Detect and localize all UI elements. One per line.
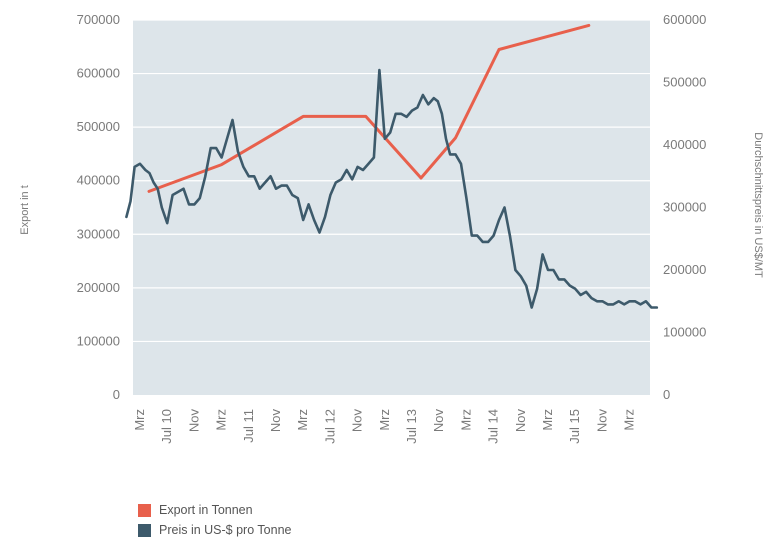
x-tick-label: Nov — [268, 409, 283, 433]
right-tick-label: 400000 — [663, 137, 706, 152]
left-tick-label: 0 — [113, 387, 120, 402]
left-tick-label: 700000 — [77, 12, 120, 27]
left-tick-label: 400000 — [77, 173, 120, 188]
legend-item-price: Preis in US-$ pro Tonne — [138, 520, 291, 540]
legend-swatch-price — [138, 523, 151, 537]
right-tick-label: 600000 — [663, 12, 706, 27]
x-tick-label: Mrz — [377, 409, 392, 431]
left-axis-ticks: 0 100000 200000 300000 400000 500000 600000 700… — [77, 12, 120, 402]
legend-label-price: Preis in US-$ pro Tonne — [159, 523, 292, 537]
right-axis-title: Durchschnittspreis in US$/MT — [752, 132, 764, 278]
x-tick-label: Jul 14 — [486, 409, 501, 444]
x-tick-label: Nov — [186, 409, 201, 433]
series-line-export — [147, 23, 591, 193]
right-tick-label: 100000 — [663, 325, 706, 340]
right-tick-label: 0 — [663, 387, 670, 402]
x-tick-label: Jul 13 — [404, 409, 419, 444]
right-tick-label: 200000 — [663, 262, 706, 277]
left-tick-label: 200000 — [77, 280, 120, 295]
right-tick-label: 300000 — [663, 200, 706, 215]
legend-label-export: Export in Tonnen — [159, 503, 253, 517]
x-tick-label: Nov — [350, 409, 365, 433]
x-tick-label: Jul 11 — [241, 409, 256, 443]
x-tick-label: Jul 15 — [567, 409, 582, 444]
left-tick-label: 600000 — [77, 66, 120, 81]
plot-area — [133, 20, 650, 395]
x-tick-label: Mrz — [214, 409, 229, 431]
right-tick-label: 500000 — [663, 75, 706, 90]
x-tick-label: Mrz — [132, 409, 147, 431]
left-tick-label: 100000 — [77, 333, 120, 348]
x-axis-ticks: Mrz Jul 10 Nov Mrz Jul 11 Nov Mrz Jul 12 Nov Mrz J… — [132, 409, 637, 444]
legend-item-export: Export in Tonnen — [138, 500, 291, 520]
x-tick-label: Jul 12 — [322, 409, 337, 444]
legend-swatch-export — [138, 503, 151, 517]
x-tick-label: Jul 10 — [159, 409, 174, 444]
series-line-price — [125, 68, 659, 309]
left-tick-label: 300000 — [77, 226, 120, 241]
left-axis-title: Export in t — [19, 185, 31, 235]
legend: Export in Tonnen Preis in US-$ pro Tonne — [138, 500, 291, 540]
x-tick-label: Nov — [594, 409, 609, 433]
right-axis-ticks: 0 100000 200000 300000 400000 500000 600000 — [663, 12, 706, 402]
x-tick-label: Mrz — [295, 409, 310, 431]
x-tick-label: Nov — [431, 409, 446, 433]
left-tick-label: 500000 — [77, 119, 120, 134]
x-tick-label: Nov — [513, 409, 528, 433]
x-tick-label: Mrz — [458, 409, 473, 431]
series-layer — [125, 23, 659, 309]
x-tick-label: Mrz — [622, 409, 637, 431]
x-tick-label: Mrz — [540, 409, 555, 431]
